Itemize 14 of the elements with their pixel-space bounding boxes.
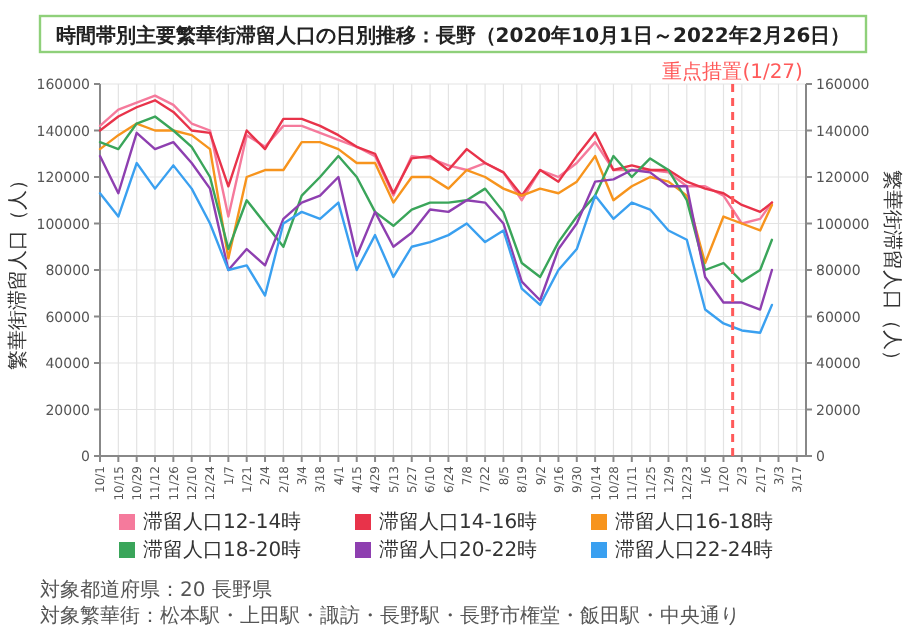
ref-line-label: 重点措置(1/27) [662, 60, 804, 84]
text: 対象都道府県：20 長野県 [40, 578, 272, 602]
legend-label: 滞留人口18-20時 [143, 538, 302, 562]
line-series [98, 161, 774, 334]
text: 対象繁華街：松本駅・上田駅・諏訪・長野駅・長野市権堂・飯田駅・中央通り [40, 604, 740, 628]
chart-title: 時間帯別主要繁華街滞留人口の日別推移：長野（2020年10月1日～2022年2月26日） [55, 24, 851, 48]
line-series [98, 131, 774, 311]
legend-label: 滞留人口14-16時 [379, 510, 538, 534]
legend-label: 滞留人口22-24時 [615, 538, 774, 562]
legend-label: 滞留人口16-18時 [615, 510, 774, 534]
legend-label: 滞留人口20-22時 [379, 538, 538, 562]
legend-label: 滞留人口12-14時 [143, 510, 302, 534]
y2-axis-title: 繁華街滞留人口（人） [880, 170, 904, 370]
y-axis-title: 繁華街滞留人口（人） [6, 170, 30, 370]
